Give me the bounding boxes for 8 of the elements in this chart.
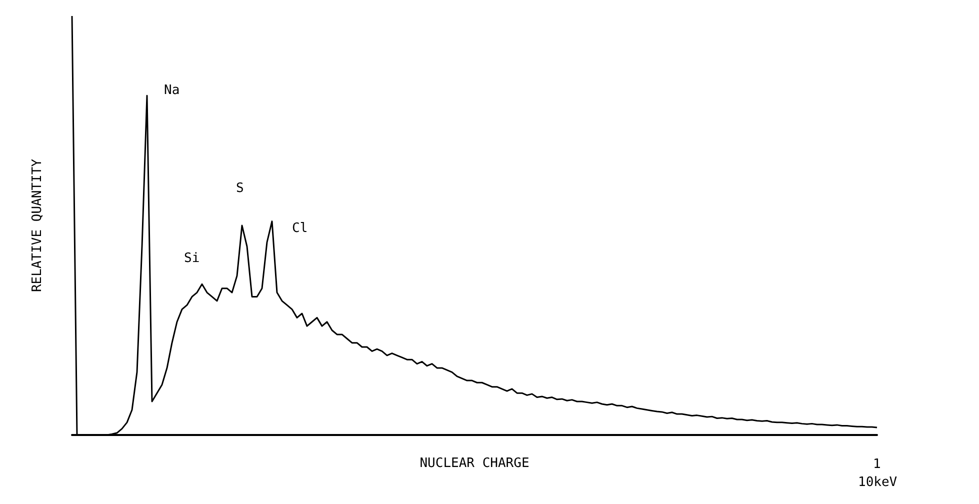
annotation: Cl xyxy=(292,221,308,236)
y-axis-title: RELATIVE QUANTITY xyxy=(30,158,45,292)
text: 10keV xyxy=(858,475,898,490)
x-axis-title: NUCLEAR CHARGE xyxy=(420,456,530,471)
text: 1 xyxy=(873,457,881,472)
annotation: S xyxy=(236,181,244,196)
annotation: Na xyxy=(164,83,180,98)
annotation: Si xyxy=(184,251,200,266)
